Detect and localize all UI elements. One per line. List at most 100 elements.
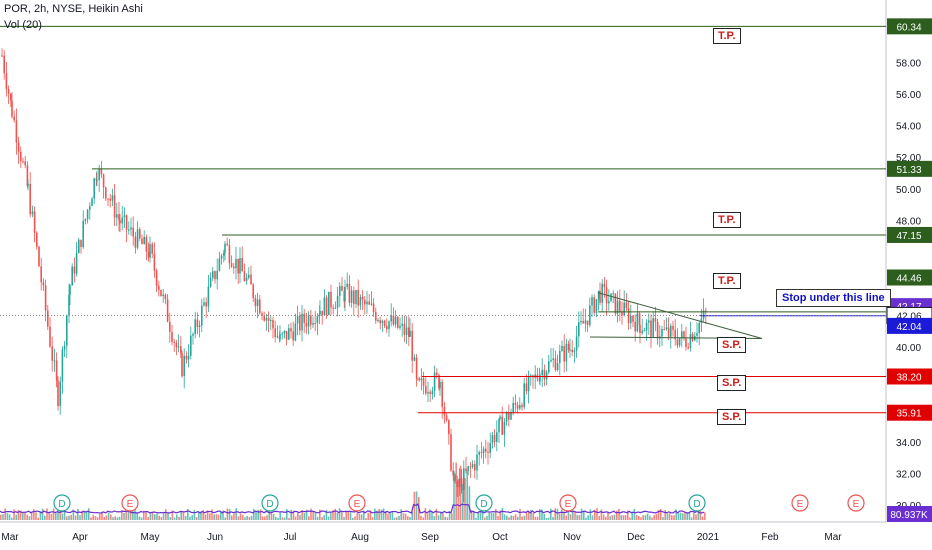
- candle-body: [86, 209, 89, 220]
- candle-body: [116, 214, 118, 218]
- tp-label-1: T.P.: [713, 28, 741, 44]
- candle-body: [401, 323, 403, 326]
- candle-body: [218, 258, 221, 271]
- candle-body: [203, 302, 205, 306]
- volume-bar: [420, 515, 422, 520]
- volume-bar: [127, 511, 130, 520]
- event-marker: [688, 494, 706, 512]
- volume-bar: [257, 509, 259, 520]
- volume-bar: [393, 517, 396, 520]
- candle-body: [353, 290, 355, 305]
- x-tick-label: 2021: [697, 532, 720, 543]
- volume-bar: [17, 509, 20, 520]
- candle-body: [248, 274, 250, 278]
- volume-bar: [609, 516, 611, 520]
- volume-bar: [481, 511, 484, 520]
- y-tick-label: 56.00: [896, 90, 921, 101]
- candle-body: [33, 211, 36, 233]
- volume-bar: [224, 517, 226, 520]
- volume-bar: [651, 517, 653, 520]
- event-marker: [261, 494, 279, 512]
- candle-body: [237, 258, 239, 274]
- candle-body: [13, 116, 15, 121]
- candle-body: [575, 336, 578, 351]
- volume-bar: [611, 515, 614, 520]
- candle-body: [496, 432, 498, 442]
- candle-body: [69, 285, 71, 295]
- volume-bar: [246, 515, 248, 520]
- volume-bar: [512, 515, 515, 520]
- volume-bar: [525, 512, 528, 520]
- volume-bar: [578, 515, 581, 520]
- volume-bar: [294, 516, 297, 520]
- candle-body: [216, 270, 218, 280]
- candle-body: [316, 316, 319, 324]
- candle-body: [614, 293, 617, 314]
- volume-bar: [704, 512, 706, 520]
- volume-bar: [451, 513, 453, 520]
- volume-bar: [202, 510, 204, 520]
- candle-body: [130, 227, 132, 230]
- volume-bar: [72, 509, 75, 520]
- candle-body: [344, 286, 346, 302]
- volume-bar: [358, 514, 361, 520]
- price-label-text: 38.20: [896, 372, 921, 383]
- volume-bar: [242, 514, 244, 520]
- volume-bar: [237, 516, 240, 520]
- event-marker: [559, 494, 577, 512]
- volume-indicator-label: Vol (20): [4, 19, 42, 31]
- candle-body: [78, 239, 80, 253]
- volume-bar: [92, 514, 94, 520]
- volume-bar: [39, 511, 42, 520]
- volume-bar: [484, 517, 486, 520]
- volume-bar: [413, 491, 416, 520]
- volume-bar: [110, 514, 112, 520]
- candle-body: [1, 55, 3, 57]
- candle-body: [292, 331, 294, 341]
- candle-body: [689, 334, 692, 348]
- volume-bar: [622, 515, 625, 520]
- volume-bar: [308, 516, 310, 520]
- volume-bar: [233, 513, 235, 520]
- volume-bar: [655, 513, 658, 520]
- candle-body: [328, 291, 330, 315]
- price-label-box: [887, 160, 932, 177]
- volume-bar: [187, 508, 189, 520]
- candle-body: [183, 355, 185, 377]
- volume-bar: [701, 516, 704, 520]
- volume-bar: [457, 479, 460, 520]
- volume-bar: [165, 509, 167, 520]
- volume-bar: [275, 516, 277, 520]
- y-tick-label: 52.00: [896, 153, 921, 164]
- volume-bar: [598, 516, 600, 520]
- candle-body: [296, 315, 299, 324]
- candle-body: [630, 315, 632, 324]
- volume-bar: [424, 508, 427, 520]
- candle-body: [627, 308, 630, 324]
- volume-bar: [616, 510, 618, 520]
- volume-bar: [475, 517, 477, 520]
- volume-bar: [380, 509, 383, 520]
- volume-bar: [235, 508, 237, 520]
- price-label-box: [887, 226, 932, 243]
- x-tick-label: Mar: [1, 532, 19, 543]
- volume-bar: [103, 517, 105, 520]
- volume-bar: [184, 515, 187, 520]
- volume-bar: [415, 491, 418, 520]
- candle-body: [683, 331, 685, 338]
- volume-bar: [176, 514, 178, 520]
- candle-body: [578, 322, 580, 337]
- volume-bar: [277, 517, 279, 520]
- volume-bar: [585, 517, 587, 520]
- volume-bar: [132, 508, 134, 520]
- volume-bar: [90, 517, 92, 520]
- candle-body: [307, 315, 310, 327]
- candle-body: [672, 325, 674, 330]
- candle-body: [121, 217, 123, 224]
- volume-bar: [693, 512, 695, 520]
- volume-bar: [583, 510, 585, 520]
- volume-bar: [503, 514, 506, 520]
- candle-body: [36, 232, 38, 247]
- candle-body: [375, 312, 377, 321]
